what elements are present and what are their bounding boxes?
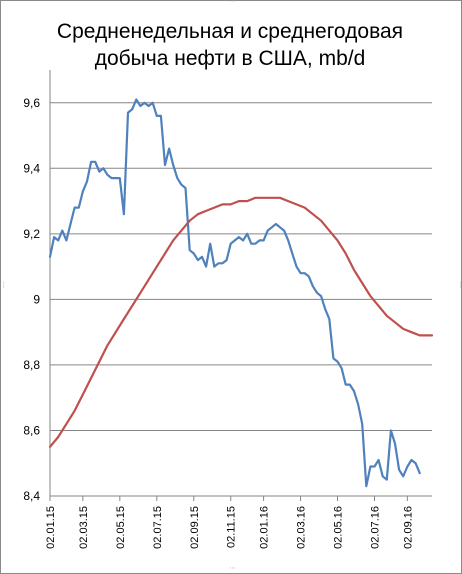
x-tick-label: 02.03.15	[78, 506, 90, 549]
x-tick-label: 02.05.15	[115, 506, 127, 549]
x-tick-label: 02.01.15	[45, 506, 57, 549]
chart-title-line-1: Средненедельная и среднегодовая	[56, 20, 404, 43]
y-tick-label: 8,4	[23, 489, 40, 503]
x-tick-label: 02.05.16	[333, 506, 345, 549]
series-weekly-line	[48, 98, 421, 488]
series-annual-line	[48, 196, 434, 448]
x-tick-label: 02.01.16	[259, 506, 271, 549]
y-tick-label: 9,6	[23, 96, 40, 110]
y-tick-label: 8,8	[23, 358, 40, 372]
y-tick-label: 9	[33, 292, 40, 306]
x-tick-label: 02.09.16	[402, 506, 414, 549]
resize-handle-right[interactable]: ⋮	[457, 282, 462, 289]
x-tick-label: 02.07.16	[369, 506, 381, 549]
x-tick-label: 02.07.15	[152, 506, 164, 549]
y-tick-label: 9,4	[23, 161, 40, 175]
resize-handle-top[interactable]: ⋯	[229, 0, 236, 5]
x-tick-label: 02.09.15	[189, 506, 201, 549]
x-tick-label: 02.11.15	[226, 506, 238, 548]
resize-handle-left[interactable]: ⋮	[0, 282, 7, 289]
y-tick-label: 8,6	[23, 423, 40, 437]
y-tick-label: 9,2	[23, 227, 40, 241]
x-tick-label: 02.03.16	[296, 506, 308, 549]
chart-title-line-2: добыча нефти в США, mb/d	[94, 47, 366, 70]
resize-handle-bottom[interactable]: ⋯	[229, 565, 236, 572]
chart-title: Средненедельная и среднегодовая добыча н…	[30, 18, 430, 72]
